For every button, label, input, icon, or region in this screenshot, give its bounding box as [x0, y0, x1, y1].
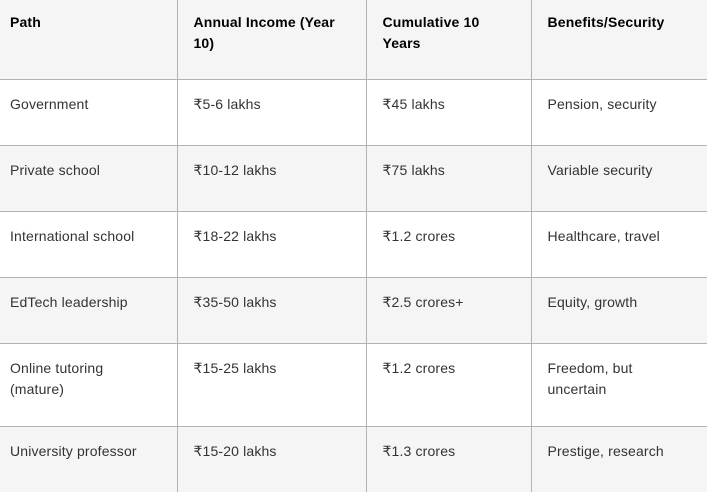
table-row-online-tutoring: Online tutoring (mature) ₹15-25 lakhs ₹1…: [0, 342, 707, 427]
column-header-cumulative-10-years: Cumulative 10 Years: [365, 0, 532, 80]
cell-cumulative: ₹75 lakhs: [365, 144, 532, 212]
table-row-university-professor: University professor ₹15-20 lakhs ₹1.3 c…: [0, 425, 707, 492]
cell-path: Online tutoring (mature): [0, 342, 178, 427]
column-header-path: Path: [0, 0, 178, 80]
cell-cumulative: ₹1.3 crores: [365, 425, 532, 492]
cell-annual-income: ₹10-12 lakhs: [176, 144, 367, 212]
cell-benefits: Prestige, research: [530, 425, 707, 492]
table-header-row: Path Annual Income (Year 10) Cumulative …: [0, 0, 707, 80]
cell-path: EdTech leadership: [0, 276, 178, 344]
table-row-edtech-leadership: EdTech leadership ₹35-50 lakhs ₹2.5 cror…: [0, 276, 707, 344]
cell-benefits: Freedom, but uncertain: [530, 342, 707, 427]
table-row-private-school: Private school ₹10-12 lakhs ₹75 lakhs Va…: [0, 144, 707, 212]
table-row-international-school: International school ₹18-22 lakhs ₹1.2 c…: [0, 210, 707, 278]
cell-cumulative: ₹1.2 crores: [365, 342, 532, 427]
table-row-government: Government ₹5-6 lakhs ₹45 lakhs Pension,…: [0, 78, 707, 146]
column-header-annual-income: Annual Income (Year 10): [176, 0, 367, 80]
cell-path: Government: [0, 78, 178, 146]
cell-annual-income: ₹15-20 lakhs: [176, 425, 367, 492]
cell-path: University professor: [0, 425, 178, 492]
cell-cumulative: ₹2.5 crores+: [365, 276, 532, 344]
cell-path: Private school: [0, 144, 178, 212]
cell-path: International school: [0, 210, 178, 278]
cell-annual-income: ₹35-50 lakhs: [176, 276, 367, 344]
cell-cumulative: ₹45 lakhs: [365, 78, 532, 146]
cell-annual-income: ₹5-6 lakhs: [176, 78, 367, 146]
cell-benefits: Variable security: [530, 144, 707, 212]
cell-benefits: Pension, security: [530, 78, 707, 146]
cell-annual-income: ₹18-22 lakhs: [176, 210, 367, 278]
cell-cumulative: ₹1.2 crores: [365, 210, 532, 278]
column-header-benefits-security: Benefits/Security: [530, 0, 707, 80]
cell-benefits: Healthcare, travel: [530, 210, 707, 278]
cell-benefits: Equity, growth: [530, 276, 707, 344]
cell-annual-income: ₹15-25 lakhs: [176, 342, 367, 427]
